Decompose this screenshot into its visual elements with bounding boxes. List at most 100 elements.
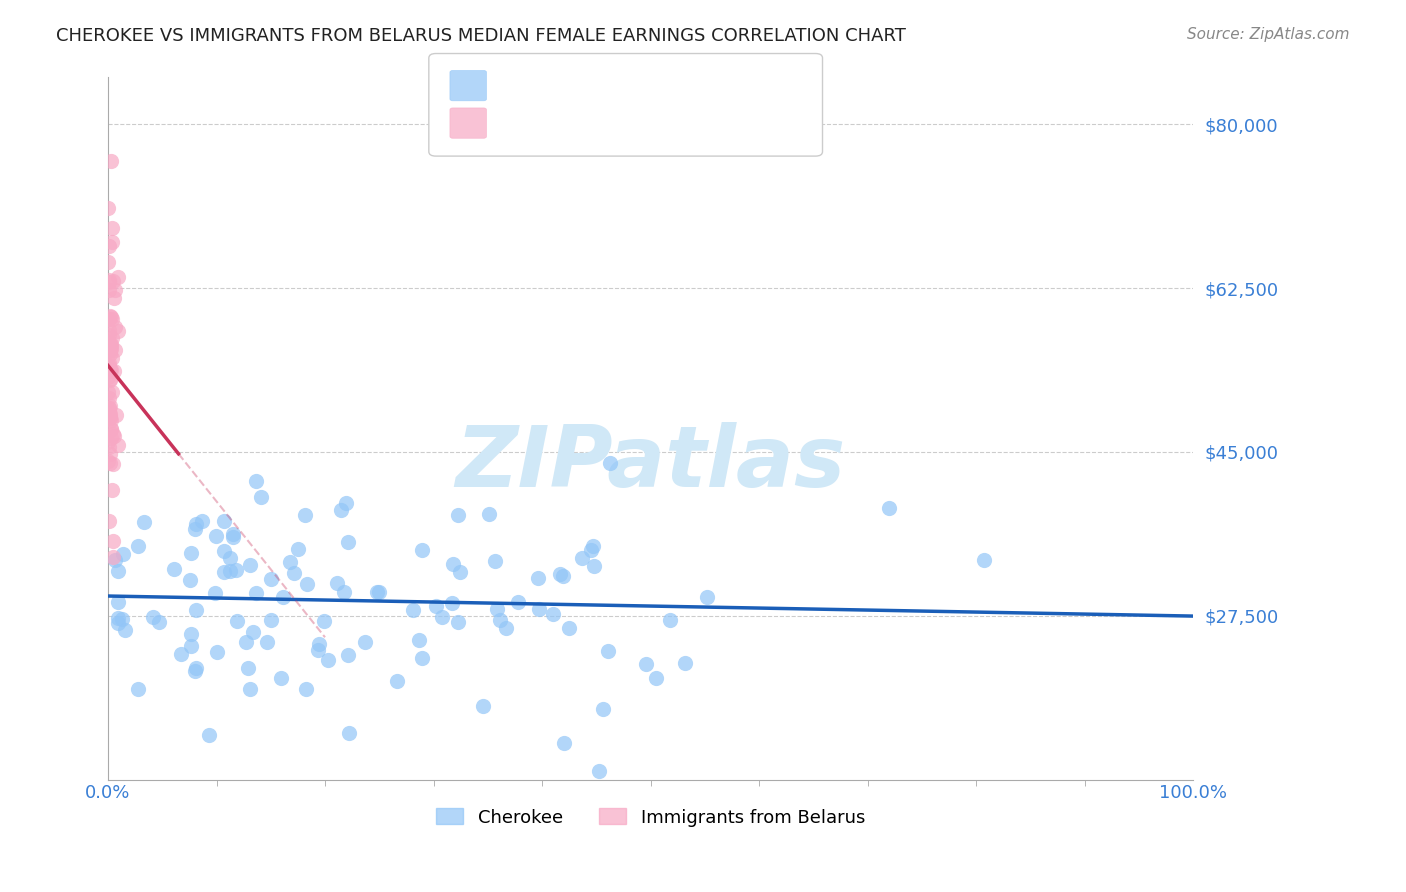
Point bbox=[101, 221, 124, 235]
Point bbox=[527, 602, 550, 616]
Point bbox=[441, 558, 464, 572]
Point bbox=[550, 566, 572, 581]
Point bbox=[636, 657, 658, 672]
Point bbox=[245, 586, 267, 600]
Point bbox=[97, 239, 120, 253]
Point bbox=[127, 539, 149, 553]
Point bbox=[214, 544, 236, 558]
Point bbox=[101, 385, 124, 400]
Text: Source: ZipAtlas.com: Source: ZipAtlas.com bbox=[1187, 27, 1350, 42]
Point bbox=[366, 585, 388, 599]
Point bbox=[101, 351, 124, 366]
Point bbox=[205, 645, 228, 659]
Point bbox=[97, 385, 120, 400]
Point bbox=[329, 503, 352, 517]
Point bbox=[97, 284, 120, 298]
Point bbox=[471, 699, 494, 714]
Point bbox=[385, 674, 408, 689]
Point bbox=[104, 343, 127, 358]
Point bbox=[103, 291, 125, 305]
Point bbox=[283, 566, 305, 580]
Point bbox=[294, 681, 316, 696]
Point bbox=[238, 661, 260, 675]
Point bbox=[98, 391, 121, 405]
Point bbox=[278, 555, 301, 569]
Point bbox=[447, 508, 470, 523]
Point bbox=[100, 422, 122, 436]
Point bbox=[107, 564, 129, 578]
Point bbox=[101, 483, 124, 497]
Point bbox=[100, 342, 122, 356]
Point bbox=[553, 569, 575, 583]
Point bbox=[180, 626, 202, 640]
Point bbox=[579, 542, 602, 557]
Point bbox=[100, 310, 122, 324]
Point bbox=[235, 635, 257, 649]
Point bbox=[260, 613, 283, 627]
Point bbox=[180, 546, 202, 560]
Point bbox=[98, 401, 121, 415]
Text: 68: 68 bbox=[689, 113, 711, 131]
Text: R =: R = bbox=[492, 113, 529, 131]
Point bbox=[271, 590, 294, 604]
Point bbox=[184, 660, 207, 674]
Point bbox=[219, 564, 242, 578]
Point bbox=[98, 338, 121, 352]
Point bbox=[287, 541, 309, 556]
Point bbox=[98, 273, 121, 287]
Point bbox=[596, 644, 619, 658]
Point bbox=[98, 359, 121, 373]
Point bbox=[107, 437, 129, 451]
Point bbox=[658, 613, 681, 627]
Point bbox=[142, 610, 165, 624]
Point bbox=[111, 547, 134, 561]
Point bbox=[318, 653, 340, 667]
Text: 112: 112 bbox=[689, 76, 724, 94]
Point bbox=[107, 615, 129, 630]
Point bbox=[212, 565, 235, 579]
Point bbox=[221, 530, 243, 544]
Point bbox=[425, 599, 447, 613]
Point bbox=[184, 517, 207, 532]
Point bbox=[98, 334, 121, 349]
Point bbox=[368, 585, 391, 599]
Point bbox=[430, 610, 453, 624]
Point bbox=[478, 508, 501, 522]
Point bbox=[198, 728, 221, 742]
Point bbox=[557, 621, 579, 635]
Point bbox=[170, 647, 193, 661]
Point bbox=[98, 410, 121, 425]
Point bbox=[354, 634, 377, 648]
Point bbox=[107, 595, 129, 609]
Point bbox=[295, 577, 318, 591]
Point bbox=[101, 311, 124, 326]
Point bbox=[100, 331, 122, 345]
Point bbox=[184, 522, 207, 536]
Point bbox=[212, 515, 235, 529]
Point bbox=[312, 615, 335, 629]
Point bbox=[242, 625, 264, 640]
Point bbox=[104, 283, 127, 297]
Point bbox=[103, 429, 125, 443]
Point bbox=[336, 648, 359, 662]
Text: N =: N = bbox=[640, 113, 676, 131]
Point bbox=[97, 401, 120, 416]
Point bbox=[100, 154, 122, 169]
Point bbox=[402, 603, 425, 617]
Point bbox=[183, 665, 205, 679]
Point bbox=[98, 347, 121, 361]
Point bbox=[337, 726, 360, 740]
Point bbox=[225, 563, 247, 577]
Point bbox=[218, 551, 240, 566]
Point bbox=[599, 456, 621, 470]
Point bbox=[485, 601, 508, 615]
Text: ZIPatlas: ZIPatlas bbox=[456, 422, 845, 505]
Point bbox=[100, 413, 122, 427]
Point bbox=[100, 363, 122, 377]
Point bbox=[226, 614, 249, 628]
Point bbox=[100, 235, 122, 249]
Text: CHEROKEE VS IMMIGRANTS FROM BELARUS MEDIAN FEMALE EARNINGS CORRELATION CHART: CHEROKEE VS IMMIGRANTS FROM BELARUS MEDI… bbox=[56, 27, 905, 45]
Point bbox=[107, 611, 129, 625]
Point bbox=[111, 612, 134, 626]
Point bbox=[148, 615, 170, 629]
